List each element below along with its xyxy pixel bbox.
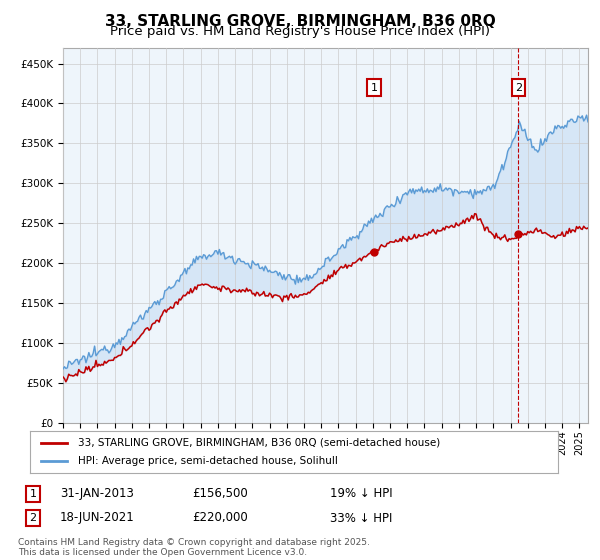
Text: £156,500: £156,500	[192, 487, 248, 501]
Text: £220,000: £220,000	[192, 511, 248, 525]
Text: 31-JAN-2013: 31-JAN-2013	[60, 487, 134, 501]
Text: 18-JUN-2021: 18-JUN-2021	[60, 511, 135, 525]
Text: 1: 1	[29, 489, 37, 499]
Text: HPI: Average price, semi-detached house, Solihull: HPI: Average price, semi-detached house,…	[77, 456, 337, 466]
Text: 33, STARLING GROVE, BIRMINGHAM, B36 0RQ: 33, STARLING GROVE, BIRMINGHAM, B36 0RQ	[104, 14, 496, 29]
Text: 1: 1	[371, 82, 378, 92]
Text: Price paid vs. HM Land Registry's House Price Index (HPI): Price paid vs. HM Land Registry's House …	[110, 25, 490, 38]
Text: 19% ↓ HPI: 19% ↓ HPI	[330, 487, 392, 501]
Text: 33, STARLING GROVE, BIRMINGHAM, B36 0RQ (semi-detached house): 33, STARLING GROVE, BIRMINGHAM, B36 0RQ …	[77, 438, 440, 448]
Text: 33% ↓ HPI: 33% ↓ HPI	[330, 511, 392, 525]
Text: 2: 2	[29, 513, 37, 523]
Text: 2: 2	[515, 82, 522, 92]
Text: Contains HM Land Registry data © Crown copyright and database right 2025.
This d: Contains HM Land Registry data © Crown c…	[18, 538, 370, 557]
